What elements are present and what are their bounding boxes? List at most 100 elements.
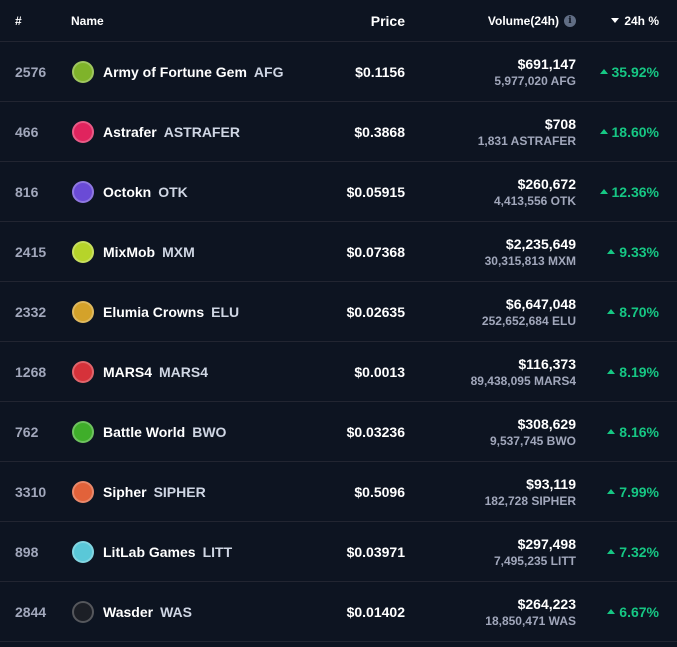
caret-up-icon bbox=[599, 188, 608, 194]
name-cell[interactable]: MixMob MXM bbox=[71, 222, 195, 281]
change-value: 18.60% bbox=[611, 123, 659, 140]
rank-cell: 898 bbox=[15, 522, 38, 581]
table-row[interactable]: 466 Astrafer ASTRAFER $0.3868 $708 1,831 ASTR… bbox=[0, 102, 677, 162]
header-change[interactable]: 24h % bbox=[611, 0, 659, 41]
astrafer-icon bbox=[72, 120, 94, 143]
change-cell: 9.33% bbox=[607, 222, 659, 281]
name-cell[interactable]: Battle World BWO bbox=[71, 402, 226, 461]
header-price-label: Price bbox=[370, 12, 405, 29]
table-body: 2576 Army of Fortune Gem AFG $0.1156 $691,14… bbox=[0, 42, 677, 642]
coin-symbol: WAS bbox=[160, 603, 192, 620]
rank-cell: 762 bbox=[15, 402, 38, 461]
change-cell: 7.99% bbox=[607, 462, 659, 521]
volume-token: 7,495,235 LITT bbox=[493, 553, 576, 568]
header-rank[interactable]: # bbox=[15, 0, 22, 41]
price-cell: $0.07368 bbox=[347, 222, 405, 281]
coin-symbol: OTK bbox=[158, 183, 188, 200]
table-row[interactable]: 2844 Wasder WAS $0.01402 $264,223 18,850,471 … bbox=[0, 582, 677, 642]
octokn-icon bbox=[72, 180, 94, 203]
change-cell: 6.67% bbox=[607, 582, 659, 641]
name-cell[interactable]: Astrafer ASTRAFER bbox=[71, 102, 240, 161]
rank-cell: 816 bbox=[15, 162, 38, 221]
table-row[interactable]: 2332 Elumia Crowns ELU $0.02635 $6,647,048 25… bbox=[0, 282, 677, 342]
mars4-icon bbox=[72, 360, 94, 383]
table-row[interactable]: 3310 Sipher SIPHER $0.5096 $93,119 182,728 SI… bbox=[0, 462, 677, 522]
name-cell[interactable]: Elumia Crowns ELU bbox=[71, 282, 239, 341]
coin-name[interactable]: Battle World bbox=[103, 423, 186, 440]
table-row[interactable]: 762 Battle World BWO $0.03236 $308,629 9,537,… bbox=[0, 402, 677, 462]
change-value: 35.92% bbox=[611, 63, 659, 80]
table-row[interactable]: 1268 MARS4 MARS4 $0.0013 $116,373 89,438,095 … bbox=[0, 342, 677, 402]
name-cell[interactable]: Wasder WAS bbox=[71, 582, 192, 641]
price-cell: $0.0013 bbox=[354, 342, 405, 401]
coin-name[interactable]: MixMob bbox=[103, 243, 156, 260]
price-value: $0.0013 bbox=[354, 363, 405, 380]
volume-token: 30,315,813 MXM bbox=[484, 253, 576, 268]
rank-cell: 2844 bbox=[15, 582, 46, 641]
change-cell: 18.60% bbox=[599, 102, 659, 161]
change-value: 12.36% bbox=[611, 183, 659, 200]
price-cell: $0.01402 bbox=[347, 582, 405, 641]
coin-name[interactable]: Octokn bbox=[103, 183, 152, 200]
table-row[interactable]: 2576 Army of Fortune Gem AFG $0.1156 $691,14… bbox=[0, 42, 677, 102]
rank-cell: 1268 bbox=[15, 342, 46, 401]
coin-name[interactable]: Astrafer bbox=[103, 123, 157, 140]
rank-cell: 466 bbox=[15, 102, 38, 161]
name-cell[interactable]: Army of Fortune Gem AFG bbox=[71, 42, 283, 101]
coin-name[interactable]: MARS4 bbox=[103, 363, 153, 380]
volume-usd: $116,373 bbox=[518, 355, 576, 372]
coin-name[interactable]: Army of Fortune Gem bbox=[103, 63, 247, 80]
price-value: $0.02635 bbox=[346, 303, 405, 320]
coin-symbol: BWO bbox=[192, 423, 227, 440]
change-value: 8.16% bbox=[619, 423, 659, 440]
change-cell: 12.36% bbox=[599, 162, 659, 221]
volume-cell: $6,647,048 252,652,684 ELU bbox=[482, 282, 576, 341]
rank-cell: 3310 bbox=[15, 462, 46, 521]
rank-cell: 2576 bbox=[15, 42, 46, 101]
name-cell[interactable]: Sipher SIPHER bbox=[71, 462, 206, 521]
coin-name[interactable]: LitLab Games bbox=[103, 543, 196, 560]
volume-token: 182,728 SIPHER bbox=[484, 493, 576, 508]
price-value: $0.1156 bbox=[355, 63, 405, 80]
coin-name[interactable]: Sipher bbox=[103, 483, 147, 500]
caret-up-icon bbox=[599, 128, 608, 134]
price-cell: $0.03971 bbox=[347, 522, 405, 581]
volume-usd: $708 bbox=[544, 115, 576, 132]
volume-usd: $93,119 bbox=[526, 475, 576, 492]
change-cell: 7.32% bbox=[607, 522, 659, 581]
sipher-icon bbox=[72, 480, 94, 503]
header-name[interactable]: Name bbox=[71, 0, 104, 41]
volume-cell: $308,629 9,537,745 BWO bbox=[490, 402, 576, 461]
rank-value: 2844 bbox=[15, 603, 47, 620]
price-value: $0.5096 bbox=[354, 483, 405, 500]
info-icon[interactable]: i bbox=[564, 14, 576, 27]
change-cell: 8.16% bbox=[607, 402, 659, 461]
header-price[interactable]: Price bbox=[371, 0, 405, 41]
rank-value: 816 bbox=[15, 183, 39, 200]
change-value: 9.33% bbox=[619, 243, 659, 260]
litlab-icon bbox=[72, 540, 94, 563]
name-cell[interactable]: MARS4 MARS4 bbox=[71, 342, 208, 401]
rank-cell: 2415 bbox=[15, 222, 46, 281]
name-cell[interactable]: Octokn OTK bbox=[71, 162, 188, 221]
change-cell: 8.70% bbox=[607, 282, 659, 341]
coin-name[interactable]: Wasder bbox=[103, 603, 154, 620]
table-row[interactable]: 898 LitLab Games LITT $0.03971 $297,498 7,495… bbox=[0, 522, 677, 582]
volume-cell: $2,235,649 30,315,813 MXM bbox=[485, 222, 576, 281]
elumia-icon bbox=[72, 300, 94, 323]
change-cell: 8.19% bbox=[607, 342, 659, 401]
table-row[interactable]: 816 Octokn OTK $0.05915 $260,672 4,413,556 OT… bbox=[0, 162, 677, 222]
table-header: # Name Price Volume(24h) i 24h % bbox=[0, 0, 677, 42]
name-cell[interactable]: LitLab Games LITT bbox=[71, 522, 232, 581]
header-volume-label: Volume(24h) bbox=[487, 13, 559, 28]
table-row[interactable]: 2415 MixMob MXM $0.07368 $2,235,649 30,315,81… bbox=[0, 222, 677, 282]
coin-name[interactable]: Elumia Crowns bbox=[103, 303, 205, 320]
caret-up-icon bbox=[607, 548, 616, 554]
rank-value: 762 bbox=[15, 423, 39, 440]
volume-usd: $297,498 bbox=[517, 535, 576, 552]
header-volume[interactable]: Volume(24h) i bbox=[488, 0, 576, 41]
volume-cell: $708 1,831 ASTRAFER bbox=[478, 102, 576, 161]
coin-symbol: SIPHER bbox=[153, 483, 206, 500]
volume-token: 9,537,745 BWO bbox=[489, 433, 576, 448]
price-value: $0.01402 bbox=[346, 603, 405, 620]
